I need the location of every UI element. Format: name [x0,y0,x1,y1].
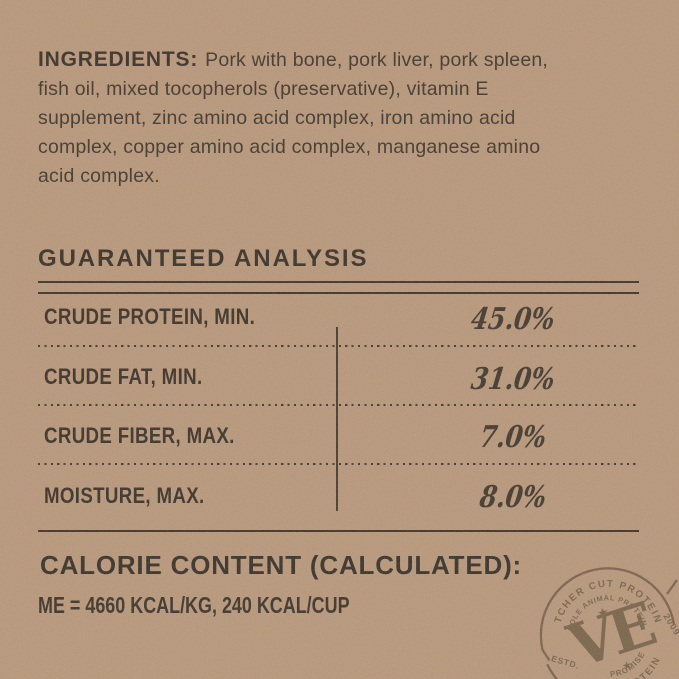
stamp-ring [539,567,678,679]
ga-row-label: CRUDE PROTEIN, MIN. [44,304,256,329]
ga-row-label: CRUDE FIBER, MAX. [44,423,235,448]
ga-row-label: MOISTURE, MAX. [44,483,205,508]
stamp-ve-monogram: VE [559,590,662,679]
calorie-content-title: CALORIE CONTENT (CALCULATED): [40,550,522,580]
stamp-year-text: 2009 [661,612,679,638]
bottom-rule [38,530,639,532]
dotted-rule [38,463,639,466]
double-rule [38,281,639,294]
ingredients-section: INGREDIENTS: Pork with bone, pork liver, … [38,45,644,191]
calorie-content-detail: ME = 4660 KCAL/KG, 240 KCAL/CUP [38,592,350,618]
ingredients-line: complex, copper amino acid complex, mang… [38,136,541,158]
ga-row-value: 31.0% [468,362,558,397]
ingredients-line: acid complex. [38,165,160,187]
star-icon: ★ [621,658,634,673]
ga-row-value: 8.0% [477,480,549,515]
stamp-estd-text: ESTD. [550,653,581,671]
dotted-rule [38,345,639,348]
star-icon: ★ [596,605,611,622]
ingredients-text: Pork with bone, pork liver, pork spleen, [205,49,549,71]
ingredients-heading: INGREDIENTS: [38,48,199,71]
ingredients-line: fish oil, mixed tocopherols (preservativ… [38,78,489,100]
guaranteed-analysis-title: GUARANTEED ANALYSIS [38,245,369,272]
ingredients-line: supplement, zinc amino acid complex, iro… [38,107,516,129]
ingredients-line: INGREDIENTS: Pork with bone, pork liver, … [38,45,644,75]
ga-row-value: 45.0% [468,302,558,337]
stamp-promise-arc-text: PROMISE [609,650,647,679]
ga-row-label: CRUDE FAT, MIN. [44,364,203,389]
column-divider-rule [336,327,338,511]
dotted-rule [38,404,639,407]
stamp-outer-bottom-arc-text: PROTEIN [618,654,664,679]
ga-row-value: 7.0% [477,420,549,455]
